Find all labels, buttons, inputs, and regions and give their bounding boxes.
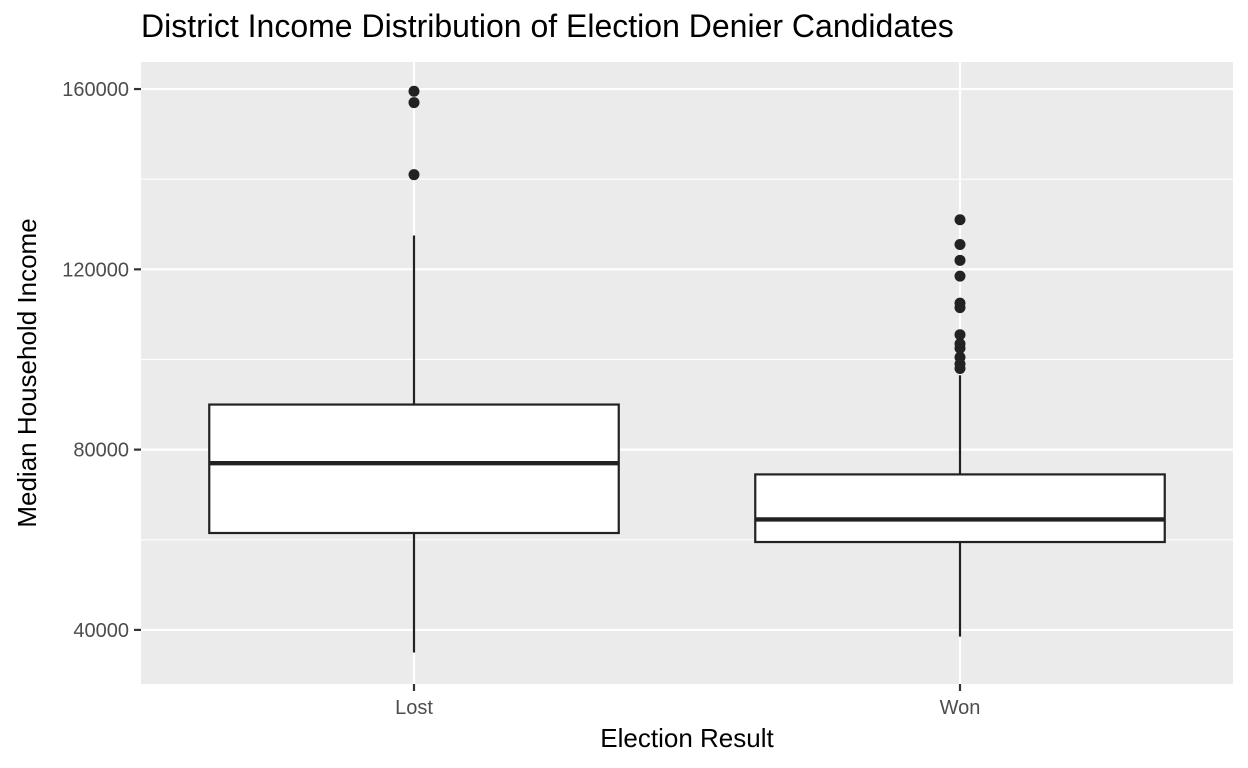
box-plots: [208, 85, 1166, 653]
x-axis: Lost Won: [395, 684, 980, 719]
outlier-point: [954, 338, 966, 350]
x-tick-label: Lost: [395, 697, 433, 719]
y-tick-label: 120000: [62, 259, 129, 281]
x-axis-label: Election Result: [600, 723, 774, 753]
y-tick-label: 80000: [73, 440, 129, 462]
outlier-point: [408, 85, 420, 97]
y-tick-label: 160000: [62, 79, 129, 101]
box-iqr: [208, 403, 620, 535]
outlier-point: [954, 351, 966, 363]
y-tick-label: 40000: [73, 620, 129, 642]
plot-panel: [141, 62, 1233, 684]
y-axis-label: Median Household Income: [12, 218, 42, 527]
outlier-point: [954, 329, 966, 341]
box-iqr: [754, 473, 1166, 544]
outlier-point: [408, 169, 420, 181]
outlier-point: [954, 239, 966, 251]
x-tick-label: Won: [940, 697, 981, 719]
outlier-point: [954, 297, 966, 309]
box-won: [754, 214, 1166, 637]
y-axis: 40000 80000 120000 160000: [62, 79, 141, 642]
chart-title: District Income Distribution of Election…: [141, 8, 954, 44]
outlier-point: [408, 97, 420, 109]
outlier-point: [954, 214, 966, 226]
outlier-point: [954, 270, 966, 282]
outlier-point: [954, 254, 966, 266]
box-lost: [208, 85, 620, 653]
